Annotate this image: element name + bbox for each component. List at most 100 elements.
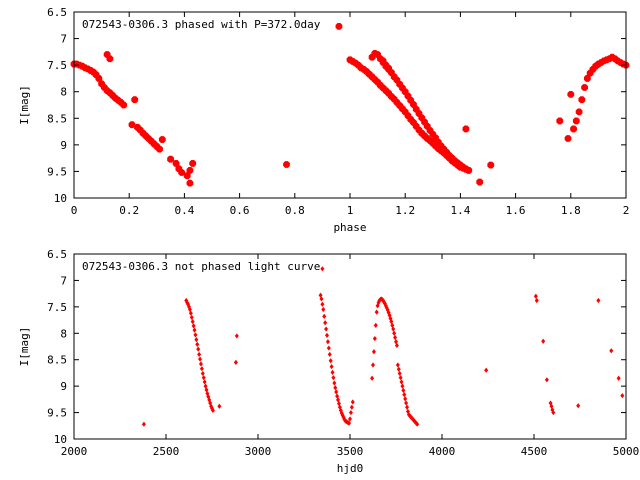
light-curve-data-point <box>376 300 381 306</box>
light-curve-data-point <box>185 300 190 306</box>
light-curve-data-point <box>548 400 553 406</box>
phased-x-tick-label: 0 <box>71 204 78 217</box>
light-curve-data-point <box>191 323 196 329</box>
phased-data-point <box>131 96 139 104</box>
light-curve-data-point <box>373 322 378 328</box>
light-curve-data-point <box>397 370 402 377</box>
light-curve-data-point <box>200 370 205 377</box>
light-curve-y-tick-label: 9 <box>60 380 67 393</box>
phased-data-point <box>183 172 191 180</box>
phased-x-tick-label: 1.8 <box>561 204 581 217</box>
light-curve-data-point <box>329 363 334 370</box>
light-curve-data-point <box>333 385 338 391</box>
light-curve-data-point <box>395 362 400 368</box>
light-curve-data-point <box>141 421 146 427</box>
phased-x-axis-label: phase <box>333 221 366 234</box>
phased-data-point <box>186 179 194 187</box>
phased-data-point <box>167 155 174 163</box>
light-curve-chart: 2000 2500 3000 3500 4000 4500 5000 6.5 7 7.5 8 8.5 9… <box>18 248 639 475</box>
light-curve-data-point <box>596 297 601 304</box>
light-curve-data-point <box>350 399 355 405</box>
phased-y-tick-label: 8 <box>60 86 67 99</box>
light-curve-data-point <box>233 359 238 365</box>
phased-x-tick-label: 0.6 <box>230 204 250 217</box>
light-curve-data-point <box>217 403 222 409</box>
phased-data-point <box>575 108 583 116</box>
light-curve-data-point <box>383 303 388 309</box>
light-curve-data-point <box>620 393 625 399</box>
light-curve-x-tick-label: 3000 <box>245 445 272 458</box>
phased-points <box>70 22 630 187</box>
light-curve-data-point <box>339 410 344 416</box>
phased-data-point <box>172 160 180 167</box>
phased-chart-title: 072543-0306.3 phased with P=372.0day <box>82 18 321 31</box>
light-curve-y-tick-label: 6.5 <box>47 248 67 261</box>
phased-ticks <box>73 11 627 199</box>
phased-x-tick-label: 0.2 <box>119 204 139 217</box>
light-curve-data-point <box>320 266 325 272</box>
light-curve-data-point <box>234 333 239 339</box>
phased-tick-labels: 0 0.2 0.4 0.6 0.8 1 1.2 1.4 1.6 1.8 2 6.5 7 7.5 8 8.5 9 9… <box>47 6 629 217</box>
light-curve-data-point <box>194 337 199 343</box>
light-curve-data-point <box>204 387 209 393</box>
phased-y-axis-label: I[mag] <box>18 85 31 125</box>
light-curve-data-point <box>389 319 394 325</box>
light-curve-y-tick-label: 9.5 <box>47 407 67 420</box>
phased-y-tick-label: 9 <box>60 139 67 152</box>
light-curve-data-point <box>616 375 621 381</box>
light-curve-data-point <box>325 332 329 338</box>
light-curve-data-point <box>396 366 401 372</box>
phased-x-tick-label: 1.2 <box>395 204 415 217</box>
light-curve-y-tick-label: 8.5 <box>47 354 67 367</box>
light-curve-data-point <box>207 397 212 403</box>
light-curve-data-point <box>371 349 376 355</box>
light-curve-x-tick-label: 4500 <box>521 445 548 458</box>
light-curve-data-point <box>330 369 335 375</box>
light-curve-data-point <box>193 332 198 338</box>
light-curve-data-point <box>382 301 387 307</box>
light-curve-data-point <box>210 407 215 414</box>
light-curve-data-point <box>195 341 200 347</box>
phased-data-point <box>178 169 186 176</box>
phased-y-tick-label: 7 <box>60 33 67 46</box>
phased-y-tick-label: 8.5 <box>47 112 67 125</box>
light-curve-data-point <box>187 304 191 310</box>
light-curve-data-point <box>382 299 387 305</box>
phased-data-point <box>581 84 588 91</box>
light-curve-data-point <box>550 407 555 413</box>
light-curve-data-point <box>392 330 397 336</box>
light-curve-data-point <box>402 392 407 398</box>
phased-data-point <box>189 160 197 167</box>
light-curve-data-point <box>399 379 404 385</box>
light-curve-data-point <box>391 326 396 332</box>
light-curve-data-point <box>196 346 201 352</box>
phased-data-point <box>567 90 575 98</box>
light-curve-tick-labels: 2000 2500 3000 3500 4000 4500 5000 6.5 7 7.5 8 8.5 9… <box>47 248 639 458</box>
light-curve-data-point <box>190 319 195 325</box>
phased-data-point <box>462 125 470 133</box>
light-curve-data-point <box>372 335 377 342</box>
light-curve-data-point <box>201 375 206 381</box>
light-curve-data-point <box>334 389 339 395</box>
light-curve-data-point <box>332 380 337 386</box>
phased-data-point <box>156 145 163 153</box>
light-curve-ticks <box>73 253 627 440</box>
light-curve-data-point <box>192 327 197 333</box>
light-curve-chart-title: 072543-0306.3 not phased light curve <box>82 260 320 273</box>
phased-x-tick-label: 0.8 <box>285 204 305 217</box>
light-curve-data-point <box>320 301 325 307</box>
phased-data-point <box>95 75 103 82</box>
light-curve-points <box>141 266 625 427</box>
phased-data-point <box>578 96 586 104</box>
light-curve-data-point <box>208 400 213 406</box>
phased-data-point <box>158 136 166 143</box>
light-curve-data-point <box>551 409 556 416</box>
phased-data-point <box>335 22 343 30</box>
phased-data-point <box>283 161 290 168</box>
phased-y-tick-label: 6.5 <box>47 6 67 19</box>
phased-data-point <box>556 117 564 125</box>
light-curve-x-axis-label: hjd0 <box>337 462 364 475</box>
light-curve-data-point <box>188 310 193 316</box>
light-curve-data-point <box>321 306 326 313</box>
light-curve-data-point <box>347 420 352 426</box>
